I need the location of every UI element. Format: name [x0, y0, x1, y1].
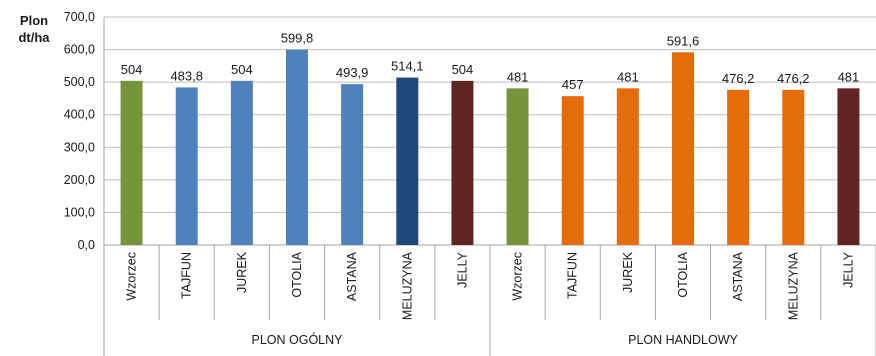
- bar: [672, 52, 694, 245]
- value-label: 476,2: [777, 71, 810, 86]
- category-label: TAJFUN: [180, 252, 194, 299]
- y-axis-title: Plon dt/ha: [18, 13, 50, 45]
- y-tick-label: 0,0: [78, 238, 95, 252]
- category-label: MELUZYNA: [786, 251, 800, 320]
- value-label: 504: [121, 62, 143, 77]
- y-tick-label: 500,0: [64, 75, 95, 89]
- bar: [230, 80, 253, 245]
- category-label: OTOLIA: [290, 251, 304, 297]
- value-label: 476,2: [722, 71, 755, 86]
- bar: [175, 87, 198, 245]
- y-tick-label: 400,0: [64, 108, 95, 122]
- value-label: 591,6: [667, 33, 700, 48]
- category-label: Wzorzec: [511, 252, 525, 301]
- category-label: TAJFUN: [566, 252, 580, 299]
- bar: [837, 88, 860, 246]
- category-label: OTOLIA: [676, 251, 690, 297]
- value-label: 481: [838, 69, 860, 84]
- bar: [782, 89, 805, 245]
- y-tick-label: 700,0: [64, 10, 95, 24]
- y-tick-label: 200,0: [64, 173, 95, 187]
- bar: [120, 80, 143, 245]
- category-label: JUREK: [621, 251, 635, 293]
- value-label: 457: [562, 77, 584, 92]
- category-label: ASTANA: [345, 251, 359, 301]
- category-label: JELLY: [841, 251, 855, 288]
- bar: [341, 84, 364, 245]
- group-label: PLON OGÓLNY: [252, 332, 344, 347]
- category-label: Wzorzec: [125, 252, 139, 301]
- group-label: PLON HANDLOWY: [628, 333, 738, 347]
- y-tick-label: 300,0: [64, 140, 95, 154]
- category-label: JELLY: [455, 251, 469, 288]
- bar: [286, 49, 308, 246]
- value-label: 504: [231, 62, 253, 77]
- bar: [451, 80, 474, 245]
- category-label: ASTANA: [731, 251, 745, 301]
- value-label: 483,8: [170, 68, 203, 83]
- y-tick-label: 100,0: [64, 205, 95, 219]
- bar: [396, 77, 419, 245]
- value-label: 481: [617, 69, 639, 84]
- bar: [616, 88, 639, 246]
- value-label: 514,1: [391, 59, 424, 74]
- value-label: 599,8: [281, 31, 314, 46]
- value-label: 481: [507, 69, 529, 84]
- bar: [561, 96, 584, 245]
- value-label: 493,9: [336, 65, 369, 80]
- category-label: MELUZYNA: [400, 251, 414, 320]
- bar: [506, 88, 529, 246]
- category-label: JUREK: [235, 251, 249, 293]
- y-tick-label: 600,0: [64, 43, 95, 57]
- value-label: 504: [452, 62, 474, 77]
- bar: [727, 89, 750, 245]
